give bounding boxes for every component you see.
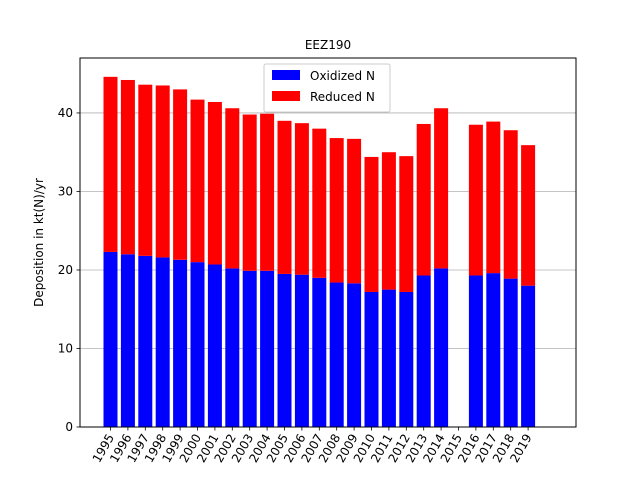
bar-reduced: [120, 79, 135, 255]
legend-label-reduced: Reduced N: [310, 90, 375, 104]
y-tick-label: 40: [58, 106, 73, 120]
bar-oxidized: [138, 255, 153, 427]
bar-reduced: [242, 114, 257, 271]
bar-reduced: [399, 156, 414, 292]
bar-oxidized: [399, 291, 414, 427]
y-axis-label: Deposition in kt(N)/yr: [32, 178, 46, 307]
bar-oxidized: [364, 291, 379, 427]
x-axis-ticks: 1995199619971998199920002001200220032004…: [90, 427, 535, 465]
bar-oxidized: [416, 275, 431, 427]
bar-oxidized: [173, 259, 188, 427]
bar-reduced: [468, 124, 483, 276]
bar-reduced: [260, 113, 275, 271]
bar-oxidized: [486, 273, 501, 427]
bar-oxidized: [503, 278, 518, 427]
bar-oxidized: [468, 275, 483, 427]
y-tick-label: 0: [65, 420, 73, 434]
bar-oxidized: [225, 268, 240, 427]
bar-oxidized: [103, 251, 118, 427]
bar-oxidized: [260, 270, 275, 427]
bar-reduced: [416, 123, 431, 276]
bar-oxidized: [347, 283, 362, 427]
bar-reduced: [381, 152, 396, 290]
bar-oxidized: [120, 254, 135, 427]
bar-oxidized: [312, 277, 327, 427]
bar-reduced: [434, 108, 449, 269]
y-tick-label: 20: [58, 263, 73, 277]
bar-oxidized: [190, 262, 205, 427]
bar-reduced: [312, 128, 327, 278]
y-axis-ticks: 0 10 20 30 40: [58, 106, 80, 434]
bar-reduced: [347, 138, 362, 284]
bar-oxidized: [521, 285, 536, 427]
bar-reduced: [294, 123, 309, 275]
legend: Oxidized N Reduced N: [263, 63, 391, 113]
y-tick-label: 10: [58, 341, 73, 355]
bar-oxidized: [155, 257, 170, 427]
plot-frame: [79, 57, 577, 428]
bar-reduced: [277, 120, 292, 274]
bar-oxidized: [242, 270, 257, 427]
bar-oxidized: [207, 264, 222, 427]
bar-oxidized: [434, 268, 449, 427]
legend-swatch-reduced: [272, 91, 300, 101]
y-tick-label: 30: [58, 184, 73, 198]
bar-oxidized: [277, 273, 292, 427]
bar-reduced: [138, 84, 153, 256]
bar-reduced: [503, 130, 518, 279]
bar-reduced: [190, 99, 205, 263]
bar-reduced: [155, 85, 170, 258]
bar-reduced: [225, 108, 240, 269]
bar-reduced: [364, 156, 379, 292]
bar-reduced: [521, 145, 536, 286]
bar-oxidized: [329, 282, 344, 427]
bar-oxidized: [381, 289, 396, 427]
bar-reduced: [486, 121, 501, 274]
legend-swatch-oxidized: [272, 70, 300, 80]
chart-title: EEZ190: [305, 38, 351, 52]
bars: [103, 76, 536, 427]
bar-oxidized: [294, 274, 309, 427]
bar-reduced: [207, 101, 222, 265]
bar-reduced: [103, 76, 118, 252]
bar-reduced: [173, 89, 188, 260]
bar-reduced: [329, 138, 344, 283]
legend-label-oxidized: Oxidized N: [310, 69, 375, 83]
